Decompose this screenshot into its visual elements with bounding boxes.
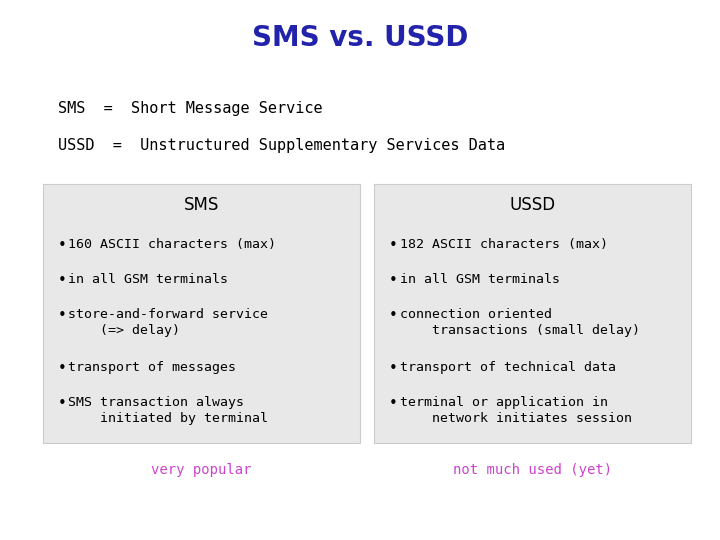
Text: SMS vs. USSD: SMS vs. USSD	[252, 24, 468, 52]
Text: SMS: SMS	[184, 196, 220, 214]
Text: •: •	[389, 361, 397, 376]
Text: 182 ASCII characters (max): 182 ASCII characters (max)	[400, 238, 608, 251]
Text: •: •	[389, 308, 397, 323]
Text: very popular: very popular	[151, 463, 252, 477]
Text: •: •	[58, 238, 66, 253]
Text: in all GSM terminals: in all GSM terminals	[68, 273, 228, 286]
Text: 160 ASCII characters (max): 160 ASCII characters (max)	[68, 238, 276, 251]
Text: •: •	[389, 238, 397, 253]
Text: USSD: USSD	[510, 196, 556, 214]
Text: transport of messages: transport of messages	[68, 361, 236, 374]
Text: •: •	[58, 396, 66, 411]
Text: connection oriented
    transactions (small delay): connection oriented transactions (small …	[400, 308, 639, 338]
Text: terminal or application in
    network initiates session: terminal or application in network initi…	[400, 396, 631, 426]
Text: •: •	[389, 273, 397, 288]
Text: in all GSM terminals: in all GSM terminals	[400, 273, 559, 286]
Text: •: •	[58, 273, 66, 288]
Text: USSD  =  Unstructured Supplementary Services Data: USSD = Unstructured Supplementary Servic…	[58, 138, 505, 153]
Text: •: •	[389, 396, 397, 411]
Text: not much used (yet): not much used (yet)	[453, 463, 613, 477]
Text: SMS  =  Short Message Service: SMS = Short Message Service	[58, 100, 323, 116]
Text: •: •	[58, 361, 66, 376]
Text: SMS transaction always
    initiated by terminal: SMS transaction always initiated by term…	[68, 396, 269, 426]
Text: store-and-forward service
    (=> delay): store-and-forward service (=> delay)	[68, 308, 269, 338]
Text: •: •	[58, 308, 66, 323]
Text: transport of technical data: transport of technical data	[400, 361, 616, 374]
